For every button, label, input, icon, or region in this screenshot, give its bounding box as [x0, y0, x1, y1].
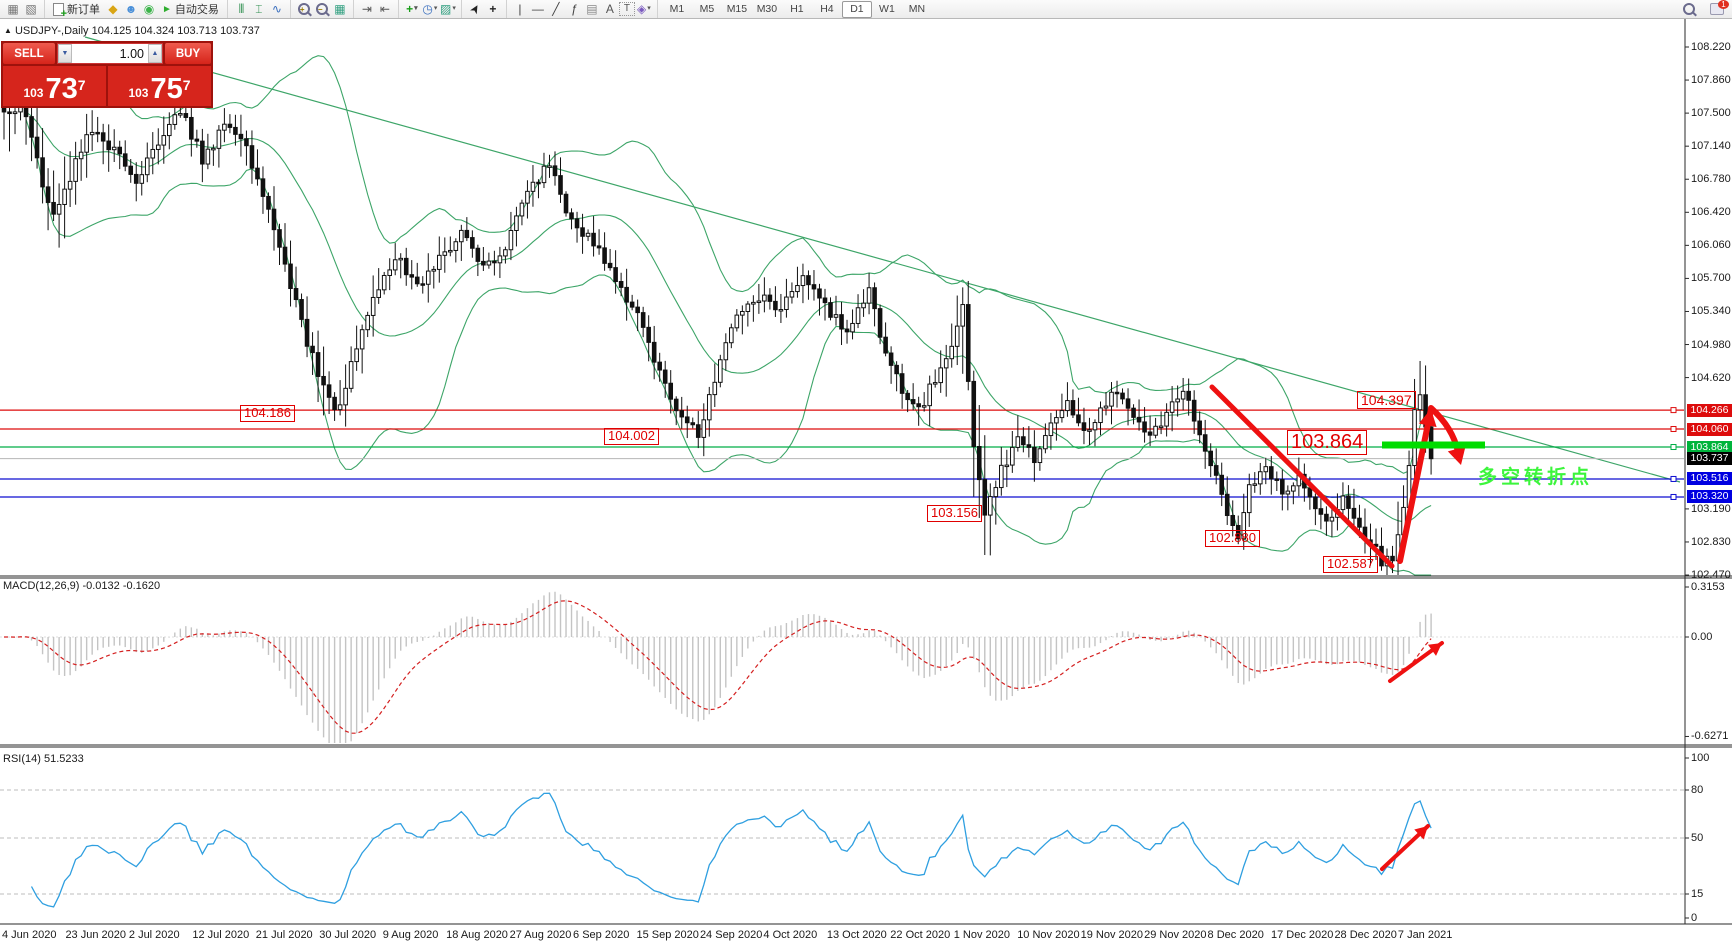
- macd-label: MACD(12,26,9) -0.0132 -0.1620: [3, 580, 161, 592]
- new-order-button[interactable]: 新订单: [49, 1, 104, 20]
- community-icon[interactable]: ☻: [124, 2, 138, 16]
- timeframe-button-M5[interactable]: M5: [699, 3, 715, 15]
- text-icon[interactable]: A: [605, 2, 614, 16]
- bid-big: 73: [45, 73, 78, 105]
- rsi-gridlines: [0, 789, 1684, 895]
- timeframe-button-H4[interactable]: H4: [820, 3, 834, 15]
- autotrading-icon: ►: [162, 3, 172, 15]
- volume-box: ▼ 1.00 ▲: [57, 43, 163, 64]
- market-watch-icon[interactable]: ◆: [108, 2, 118, 16]
- autotrading-button[interactable]: ► 自动交易: [158, 1, 223, 17]
- toolbar-group-charttype: ||| ⌶ ∿: [226, 0, 290, 18]
- annotation-shapes[interactable]: [1209, 384, 1485, 871]
- bar-chart-icon[interactable]: |||: [238, 3, 245, 14]
- toolbar-group-drawing: | — ╱ ƒ ▤ A T ◈ ▾: [505, 0, 657, 18]
- notifications-icon[interactable]: 1: [1708, 0, 1729, 17]
- zoom-out-icon[interactable]: −: [313, 1, 331, 17]
- toolbar-group-cursor: ➤ +: [460, 0, 506, 18]
- templates-icon[interactable]: ▨ ▾: [439, 2, 456, 16]
- vertical-line-icon[interactable]: |: [518, 2, 522, 16]
- toolbar-group-charts: ▦ ▧: [0, 0, 44, 18]
- cursor-icon[interactable]: ➤: [466, 1, 484, 17]
- cn-annotation-text[interactable]: 多空转折点: [1478, 467, 1594, 488]
- rsi-label: RSI(14) 51.5233: [3, 753, 84, 765]
- horizontal-line-icon[interactable]: —: [531, 2, 544, 16]
- symbol-ohlc: 104.125 104.324 103.713 103.737: [91, 25, 260, 37]
- bid-price[interactable]: 103 73 7: [3, 66, 106, 106]
- bid-sup: 7: [77, 77, 86, 93]
- rsi-line: [30, 792, 1432, 908]
- indicators-icon[interactable]: + ▾: [406, 2, 418, 16]
- timeframe-button-M1[interactable]: M1: [669, 3, 685, 15]
- sell-button[interactable]: SELL: [3, 43, 55, 64]
- timeframe-button-W1[interactable]: W1: [879, 3, 895, 15]
- toolbar: ▦ ▧ 新订单 ◆ ☻ ◉ ► 自动交易 ||| ⌶ ∿ + − ▦ ⇥ ⇤ +…: [0, 0, 1732, 20]
- channel-icon[interactable]: ▤: [586, 2, 598, 16]
- periods-icon[interactable]: ◷ ▾: [422, 2, 438, 16]
- ask-big: 75: [150, 73, 183, 105]
- new-order-label: 新订单: [67, 4, 100, 16]
- volume-up-button[interactable]: ▲: [148, 44, 162, 63]
- autotrading-label: 自动交易: [174, 4, 219, 16]
- volume-down-button[interactable]: ▼: [58, 44, 72, 63]
- timeframe-button-D1[interactable]: D1: [841, 0, 872, 18]
- notification-badge: 1: [1718, 0, 1729, 9]
- ask-prefix: 103: [128, 86, 149, 100]
- new-chart-icon[interactable]: ▦: [7, 2, 19, 16]
- candlesticks: [1, 76, 1434, 575]
- trendline-icon[interactable]: ╱: [552, 2, 560, 16]
- symbol-info: ▲ USDJPY-,Daily 104.125 104.324 103.713 …: [4, 25, 260, 37]
- fibonacci-icon[interactable]: ƒ: [570, 2, 578, 16]
- line-chart-icon[interactable]: ∿: [271, 2, 282, 16]
- volume-input[interactable]: 1.00: [119, 46, 144, 61]
- chart-shift-icon[interactable]: ⇤: [379, 2, 390, 16]
- new-order-icon: [53, 2, 67, 20]
- timeframe-button-MN[interactable]: MN: [908, 3, 926, 15]
- toolbar-group-timeframes: M1 M5 M15 M30 H1 H4 D1 W1 MN: [656, 0, 936, 18]
- timeframe-button-M30[interactable]: M30: [756, 3, 778, 15]
- profiles-icon[interactable]: ▧: [25, 2, 37, 16]
- one-click-trade-panel: SELL ▼ 1.00 ▲ BUY 103 73 7 103 75 7: [1, 41, 213, 108]
- tile-windows-icon[interactable]: ▦: [334, 2, 346, 16]
- shapes-icon[interactable]: ◈ ▾: [637, 2, 651, 16]
- toolbar-group-order: 新订单 ◆ ☻ ◉ ► 自动交易: [44, 0, 227, 20]
- search-icon[interactable]: [1680, 1, 1698, 17]
- ask-price[interactable]: 103 75 7: [108, 66, 211, 106]
- symbol-marker-icon: ▲: [4, 26, 12, 35]
- symbol-name: USDJPY-,Daily: [14, 25, 89, 37]
- buy-button[interactable]: BUY: [165, 43, 211, 64]
- macd-signal-line: [4, 600, 1432, 734]
- auto-scroll-icon[interactable]: ⇥: [361, 2, 372, 16]
- toolbar-group-addons: + ▾ ◷ ▾ ▨ ▾: [397, 0, 461, 18]
- toolbar-group-zoom: + − ▦: [289, 0, 353, 18]
- label-icon[interactable]: T: [618, 2, 635, 16]
- macd-histogram: [8, 591, 1432, 743]
- crosshair-icon[interactable]: +: [489, 2, 497, 16]
- timeframe-button-H1[interactable]: H1: [790, 3, 804, 15]
- ask-sup: 7: [182, 77, 191, 93]
- toolbar-group-scroll: ⇥ ⇤: [352, 0, 398, 18]
- candlestick-icon[interactable]: ⌶: [255, 2, 263, 16]
- bid-prefix: 103: [23, 86, 44, 100]
- timeframe-button-M15[interactable]: M15: [726, 3, 748, 15]
- pane-borders: [0, 18, 1732, 925]
- signals-icon[interactable]: ◉: [143, 2, 155, 16]
- zoom-in-icon[interactable]: +: [295, 1, 313, 17]
